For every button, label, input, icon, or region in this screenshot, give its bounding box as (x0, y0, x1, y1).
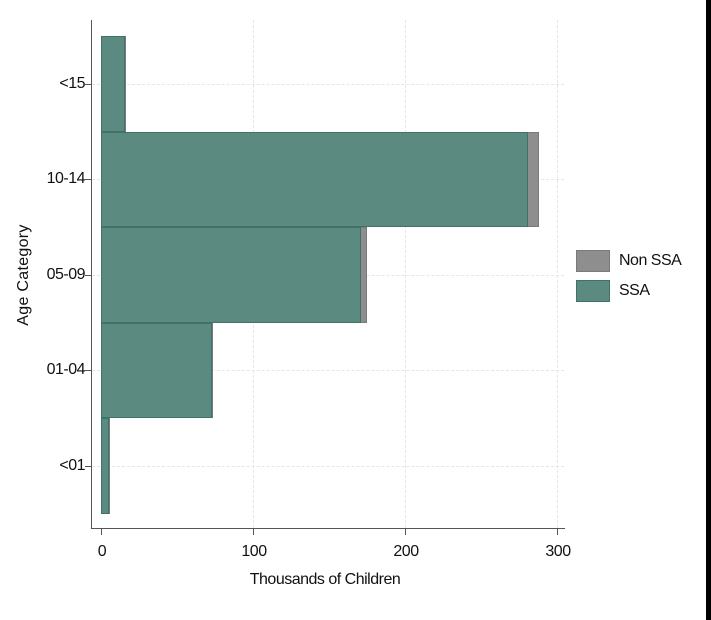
grid-line-vertical (557, 20, 558, 528)
legend-item-ssa: SSA (576, 278, 681, 304)
bar-non-ssa (527, 131, 539, 227)
y-tick (85, 83, 91, 85)
x-axis (91, 528, 565, 529)
grid-line-horizontal (92, 465, 564, 467)
x-tick-label: 100 (241, 543, 267, 560)
grid-line-vertical (405, 20, 406, 528)
legend-item-non-ssa: Non SSA (576, 248, 682, 274)
x-axis-title: Thousands of Children (249, 571, 401, 588)
bar-non-ssa (359, 227, 367, 323)
bar-ssa (101, 418, 109, 514)
y-tick-label: 01-04 (46, 361, 86, 379)
bar-ssa (101, 227, 361, 323)
legend: Non SSA SSA (576, 248, 682, 308)
y-tick (85, 370, 91, 372)
y-tick-label: <01 (59, 456, 85, 474)
x-tick (405, 529, 406, 535)
x-tick-label: 300 (545, 543, 571, 560)
bar-ssa (101, 322, 212, 418)
x-tick-label: 200 (393, 543, 419, 560)
bar-ssa (101, 36, 126, 132)
grid-line-horizontal (92, 83, 564, 85)
y-tick (85, 179, 91, 181)
legend-swatch-ssa (576, 280, 610, 302)
y-tick-label: <15 (59, 74, 85, 92)
legend-swatch-non-ssa (576, 250, 610, 272)
y-axis (91, 20, 92, 529)
y-tick-label: 10-14 (46, 170, 86, 188)
x-tick (557, 529, 558, 535)
y-axis-title: Age Category (15, 224, 32, 326)
bar-ssa (101, 131, 529, 227)
x-tick (101, 529, 102, 535)
x-tick-label: 0 (97, 543, 107, 560)
legend-label: Non SSA (619, 252, 682, 269)
y-tick (85, 274, 91, 276)
y-tick-label: 05-09 (46, 265, 86, 283)
right-border (706, 0, 711, 620)
legend-label: SSA (619, 282, 650, 299)
x-tick (253, 529, 254, 535)
y-tick (85, 465, 91, 467)
grid-line-horizontal (92, 370, 564, 372)
